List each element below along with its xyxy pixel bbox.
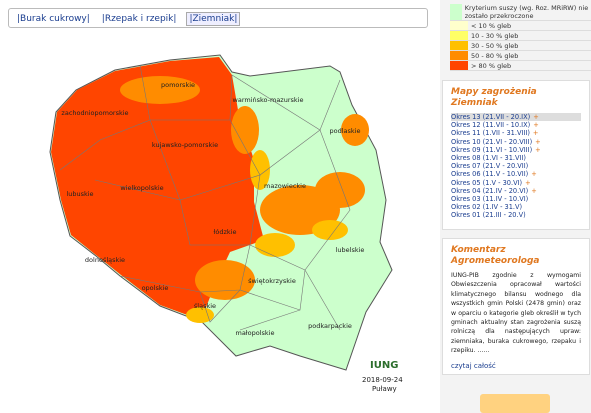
region-label: warmińsko-mazurskie [233,96,304,104]
legend-swatch [450,51,468,60]
legend-item: < 10 % gleb [450,21,591,31]
legend: Kryterium suszy (wg. Roz. MRiRW) nie zos… [450,4,591,71]
period-label[interactable]: Okres 01 (21.III - 20.V) [451,211,526,220]
period-label[interactable]: Okres 02 (1.IV - 31.V) [451,203,523,212]
period-label[interactable]: Okres 07 (21.V - 20.VII) [451,162,529,171]
period-marker: + [533,121,539,130]
period-marker: + [533,113,539,121]
read-more-link[interactable]: czytaj całość [451,361,496,370]
map-place: Puławy [372,385,397,393]
period-marker: + [535,145,541,154]
period-label[interactable]: Okres 04 (21.IV - 20.VI) [451,186,529,195]
period-marker: + [531,186,537,195]
legend-label: > 80 % gleb [471,61,512,70]
legend-swatch [450,61,468,70]
period-label[interactable]: Okres 09 (11.VI - 10.VIII) [451,145,533,154]
tab[interactable]: |Rzepak i rzepik| [101,14,177,24]
period-item[interactable]: Okres 04 (21.IV - 20.VI) + [451,187,581,195]
severe-zone [51,57,264,320]
region-label: pomorskie [161,81,195,89]
period-label[interactable]: Okres 06 (11.V - 10.VII) [451,170,529,179]
period-item[interactable]: Okres 11 (1.VII - 31.VIII) + [451,129,581,137]
legend-swatch [450,21,468,30]
region-label: podlaskie [330,127,361,135]
map-panel: |Burak cukrowy| |Rzepak i rzepik| |Ziemnia… [8,8,428,393]
crop-tabs: |Burak cukrowy| |Rzepak i rzepik| |Ziemnia… [8,8,428,28]
period-item[interactable]: Okres 06 (11.V - 10.VII) + [451,170,581,178]
period-label[interactable]: Okres 08 (1.VI - 31.VII) [451,154,526,163]
period-item[interactable]: Okres 13 (21.VII - 20.IX) + [451,113,581,122]
period-item[interactable]: Okres 03 (11.IV - 10.VI) [451,195,581,203]
period-label[interactable]: Okres 11 (1.VII - 31.VIII) [451,129,530,138]
period-item[interactable]: Okres 07 (21.V - 20.VII) [451,162,581,170]
region-label: lubuskie [66,190,93,198]
region-label: zachodniopomorskie [61,109,128,117]
legend-label: 30 - 50 % gleb [471,41,519,50]
legend-label: Kryterium suszy (wg. Roz. MRiRW) nie zos… [464,4,589,20]
period-item[interactable]: Okres 08 (1.VI - 31.VII) [451,154,581,162]
drought-map: pomorskie warmińsko-mazurskie zachodniopom… [49,54,403,393]
legend-item: > 80 % gleb [450,61,591,71]
region-label: mazowieckie [264,182,306,190]
tab[interactable]: |Ziemniak| [186,12,241,26]
period-item[interactable]: Okres 01 (21.III - 20.V) [451,211,581,219]
comment-text: IUNG-PIB zgodnie z wymogami Obwieszczeni… [451,272,581,355]
region-label: lubelskie [336,246,365,254]
period-label[interactable]: Okres 03 (11.IV - 10.VI) [451,195,529,204]
sidebar: Kryterium suszy (wg. Roz. MRiRW) nie zos… [440,0,591,413]
logo: IUNG [370,360,398,371]
periods-list: Okres 13 (21.VII - 20.IX) + Okres 12 (11.V… [451,113,581,220]
region-label: małopolskie [235,329,274,337]
period-item[interactable]: Okres 02 (1.IV - 31.V) [451,203,581,211]
tab[interactable]: |Burak cukrowy| [17,14,90,24]
period-marker: + [532,129,539,138]
orange-patches [120,76,369,300]
period-item[interactable]: Okres 10 (21.VI - 20.VIII) + [451,138,581,146]
region-borders [59,64,351,331]
period-label[interactable]: Okres 05 (1.V - 30.VI) [451,178,523,187]
periods-title: Mapy zagrożenia Ziemniak [451,87,537,108]
legend-item: Kryterium suszy (wg. Roz. MRiRW) nie zos… [450,4,591,21]
legend-swatch [450,41,468,50]
region-label: opolskie [142,284,169,292]
period-marker: + [525,178,531,187]
legend-label: 50 - 80 % gleb [471,51,519,60]
legend-swatch [450,31,468,40]
map-date: 2018-09-24 [362,376,403,384]
region-label: łódzkie [214,228,237,236]
period-label[interactable]: Okres 12 (11.VII - 10.IX) [451,121,531,130]
legend-item: 10 - 30 % gleb [450,31,591,41]
legend-label: 10 - 30 % gleb [471,31,519,40]
region-label: kujawsko-pomorskie [152,141,218,149]
thumbnail [480,394,550,413]
periods-box: Mapy zagrożenia Ziemniak Okres 13 (21.VI… [442,80,590,230]
period-label[interactable]: Okres 13 (21.VII - 20.IX) [451,113,531,121]
legend-item: 30 - 50 % gleb [450,41,591,51]
region-label: śląskie [194,302,216,310]
region-label: świętokrzyskie [248,277,296,285]
period-label[interactable]: Okres 10 (21.VI - 20.VIII) [451,137,533,146]
region-label: dolnośląskie [85,256,125,264]
legend-label: < 10 % gleb [471,21,512,30]
legend-item: 50 - 80 % gleb [450,51,591,61]
legend-swatch [450,4,462,20]
region-labels: pomorskie warmińsko-mazurskie zachodniopom… [61,81,364,337]
comment-title: Komentarz Agrometeorologa [451,245,540,266]
period-marker: + [531,170,537,179]
period-item[interactable]: Okres 09 (11.VI - 10.VIII) + [451,146,581,154]
period-marker: + [535,137,541,146]
comment-box: Komentarz Agrometeorologa IUNG-PIB zgodn… [442,238,590,375]
region-label: podkarpackie [308,322,352,330]
period-item[interactable]: Okres 05 (1.V - 30.VI) + [451,179,581,187]
period-item[interactable]: Okres 12 (11.VII - 10.IX) + [451,121,581,129]
region-label: wielkopolskie [120,184,163,192]
